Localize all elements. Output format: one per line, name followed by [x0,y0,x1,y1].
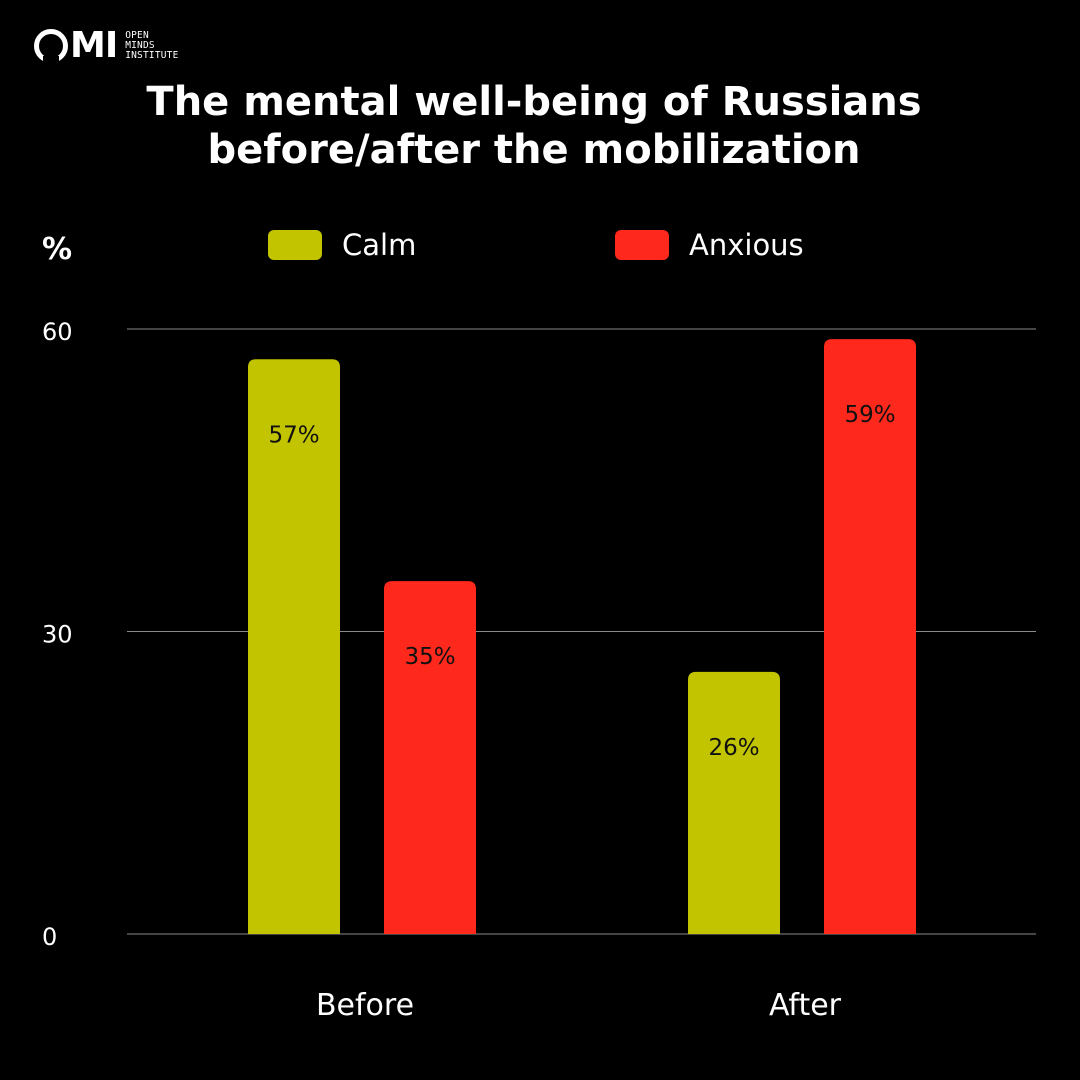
data-label: 35% [404,644,455,670]
logo-text-line: OPEN [125,30,149,41]
logo-text-line: MINDS [125,40,155,51]
bar-anxious [384,581,476,934]
chart-title: The mental well-being of Russians before… [0,78,1068,174]
legend-swatch-calm [268,230,322,260]
logo-text-line: INSTITUTE [125,50,179,61]
logo-text: OPEN MINDS INSTITUTE [125,31,178,61]
y-tick-label: 60 [42,318,73,346]
legend-label-calm: Calm [342,228,417,262]
legend-label-anxious: Anxious [689,228,804,262]
chart-title-line-1: The mental well-being of Russians [146,79,922,125]
x-tick-label: After [769,988,842,1023]
y-axis-unit: % [42,232,73,267]
bar-calm [248,359,340,934]
bar-anxious [824,339,916,934]
legend-item-calm: Calm [268,228,416,262]
legend-swatch-anxious [615,230,669,260]
chart-title-line-2: before/after the mobilization [207,127,861,173]
logo-mark: MI [34,25,118,66]
y-tick-label: 0 [42,923,57,951]
logo-mark-text: MI [70,25,118,66]
data-label: 59% [844,402,895,428]
y-tick-label: 30 [42,621,73,649]
logo: MI OPEN MINDS INSTITUTE [34,28,179,64]
logo-o-icon [34,29,68,64]
x-tick-label: Before [316,988,414,1023]
legend-item-anxious: Anxious [615,228,804,262]
data-label: 26% [708,735,759,761]
data-label: 57% [268,422,319,448]
bar-calm [688,671,780,934]
